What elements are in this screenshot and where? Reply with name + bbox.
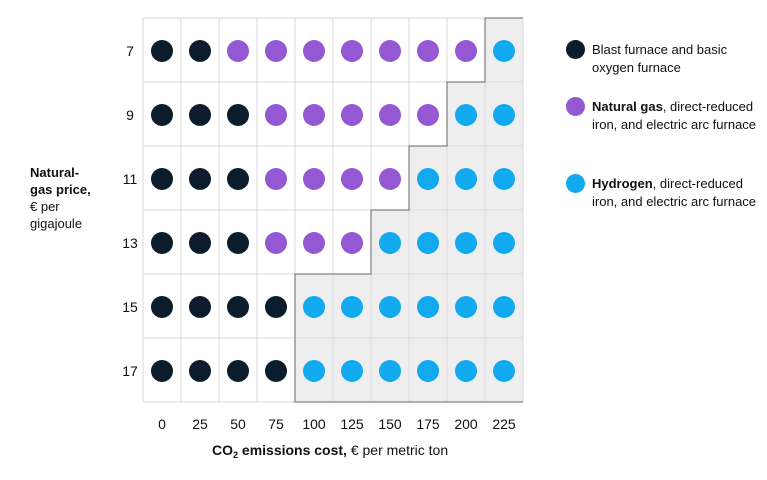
dot-blast bbox=[151, 40, 173, 62]
dot-blast bbox=[151, 360, 173, 382]
dot-blast bbox=[189, 168, 211, 190]
dot-hydrogen bbox=[417, 360, 439, 382]
dot-hydrogen bbox=[455, 104, 477, 126]
dot-natgas bbox=[303, 104, 325, 126]
legend-dot-natgas bbox=[566, 97, 585, 116]
y-tick-label: 17 bbox=[122, 363, 138, 379]
dot-hydrogen bbox=[455, 360, 477, 382]
dot-blast bbox=[151, 232, 173, 254]
y-tick-label: 15 bbox=[122, 299, 138, 315]
y-tick-label: 9 bbox=[126, 107, 134, 123]
dot-hydrogen bbox=[417, 168, 439, 190]
dot-natgas bbox=[455, 40, 477, 62]
x-tick-label: 225 bbox=[492, 416, 516, 432]
dot-hydrogen bbox=[379, 232, 401, 254]
dot-hydrogen bbox=[493, 40, 515, 62]
x-tick-label: 50 bbox=[230, 416, 246, 432]
dot-natgas bbox=[265, 40, 287, 62]
x-tick-label: 175 bbox=[416, 416, 440, 432]
dot-blast bbox=[189, 232, 211, 254]
dot-natgas bbox=[379, 104, 401, 126]
dot-natgas bbox=[341, 40, 363, 62]
dot-hydrogen bbox=[417, 296, 439, 318]
dot-blast bbox=[227, 360, 249, 382]
dot-natgas bbox=[379, 168, 401, 190]
dot-blast bbox=[189, 40, 211, 62]
dot-natgas bbox=[379, 40, 401, 62]
hydrogen-region-boundary bbox=[294, 17, 523, 403]
dot-natgas bbox=[341, 168, 363, 190]
dot-blast bbox=[189, 296, 211, 318]
dot-blast bbox=[227, 296, 249, 318]
y-tick-label: 13 bbox=[122, 235, 138, 251]
y-axis-title-line-4: gigajoule bbox=[30, 216, 83, 231]
dot-natgas bbox=[303, 168, 325, 190]
dot-natgas bbox=[265, 168, 287, 190]
legend-bold-natgas: Natural gas bbox=[592, 99, 663, 114]
y-axis-title: Natural- gas price, € per gigajoule bbox=[30, 164, 91, 232]
dot-natgas bbox=[265, 232, 287, 254]
dot-hydrogen bbox=[493, 104, 515, 126]
dot-blast bbox=[151, 104, 173, 126]
dot-hydrogen bbox=[379, 360, 401, 382]
dot-natgas bbox=[303, 40, 325, 62]
dot-blast bbox=[227, 104, 249, 126]
y-axis-title-line-3: € per bbox=[30, 199, 60, 214]
dot-natgas bbox=[227, 40, 249, 62]
y-axis-title-line-1: Natural- bbox=[30, 165, 80, 180]
dot-hydrogen bbox=[417, 232, 439, 254]
dot-hydrogen bbox=[303, 360, 325, 382]
dot-blast bbox=[151, 168, 173, 190]
y-axis-title-line-2: gas price, bbox=[30, 182, 91, 197]
dot-blast bbox=[189, 104, 211, 126]
x-tick-label: 100 bbox=[302, 416, 326, 432]
x-tick-label: 0 bbox=[158, 416, 166, 432]
x-tick-label: 200 bbox=[454, 416, 478, 432]
legend-bold-hydrogen: Hydrogen bbox=[592, 176, 653, 191]
dot-natgas bbox=[341, 104, 363, 126]
dot-blast bbox=[151, 296, 173, 318]
dot-blast bbox=[265, 296, 287, 318]
x-axis-title-prefix: CO bbox=[212, 442, 233, 458]
dot-blast bbox=[227, 232, 249, 254]
dot-natgas bbox=[303, 232, 325, 254]
legend-dot-blast bbox=[566, 40, 585, 59]
legend-label-hydrogen: , direct-reduced iron, and electric arc … bbox=[592, 176, 757, 209]
dot-hydrogen bbox=[303, 296, 325, 318]
dot-natgas bbox=[265, 104, 287, 126]
dot-blast bbox=[265, 360, 287, 382]
x-tick-label: 75 bbox=[268, 416, 284, 432]
dot-hydrogen bbox=[455, 296, 477, 318]
x-axis-title-subscript: 2 bbox=[233, 450, 239, 460]
dot-natgas bbox=[417, 104, 439, 126]
dot-hydrogen bbox=[379, 296, 401, 318]
dot-hydrogen bbox=[493, 296, 515, 318]
x-axis-title-rest: € per metric ton bbox=[346, 442, 449, 458]
dot-hydrogen bbox=[341, 296, 363, 318]
dot-hydrogen bbox=[455, 232, 477, 254]
x-tick-label: 150 bbox=[378, 416, 402, 432]
dot-hydrogen bbox=[493, 168, 515, 190]
legend-label-blast: Blast furnace and basic oxygen furnace bbox=[592, 42, 728, 75]
x-axis-title-bold: emissions cost, bbox=[238, 442, 347, 458]
dot-blast bbox=[227, 168, 249, 190]
legend-label-natgas: , direct-reduced iron, and electric arc … bbox=[592, 99, 757, 132]
dot-natgas bbox=[341, 232, 363, 254]
dot-natgas bbox=[417, 40, 439, 62]
x-tick-label: 25 bbox=[192, 416, 208, 432]
y-tick-label: 11 bbox=[123, 171, 138, 187]
legend-dot-hydrogen bbox=[566, 174, 585, 193]
dot-hydrogen bbox=[455, 168, 477, 190]
y-tick-label: 7 bbox=[126, 43, 134, 59]
x-tick-label: 125 bbox=[340, 416, 364, 432]
dot-hydrogen bbox=[493, 360, 515, 382]
dot-hydrogen bbox=[493, 232, 515, 254]
dot-hydrogen bbox=[341, 360, 363, 382]
dot-blast bbox=[189, 360, 211, 382]
